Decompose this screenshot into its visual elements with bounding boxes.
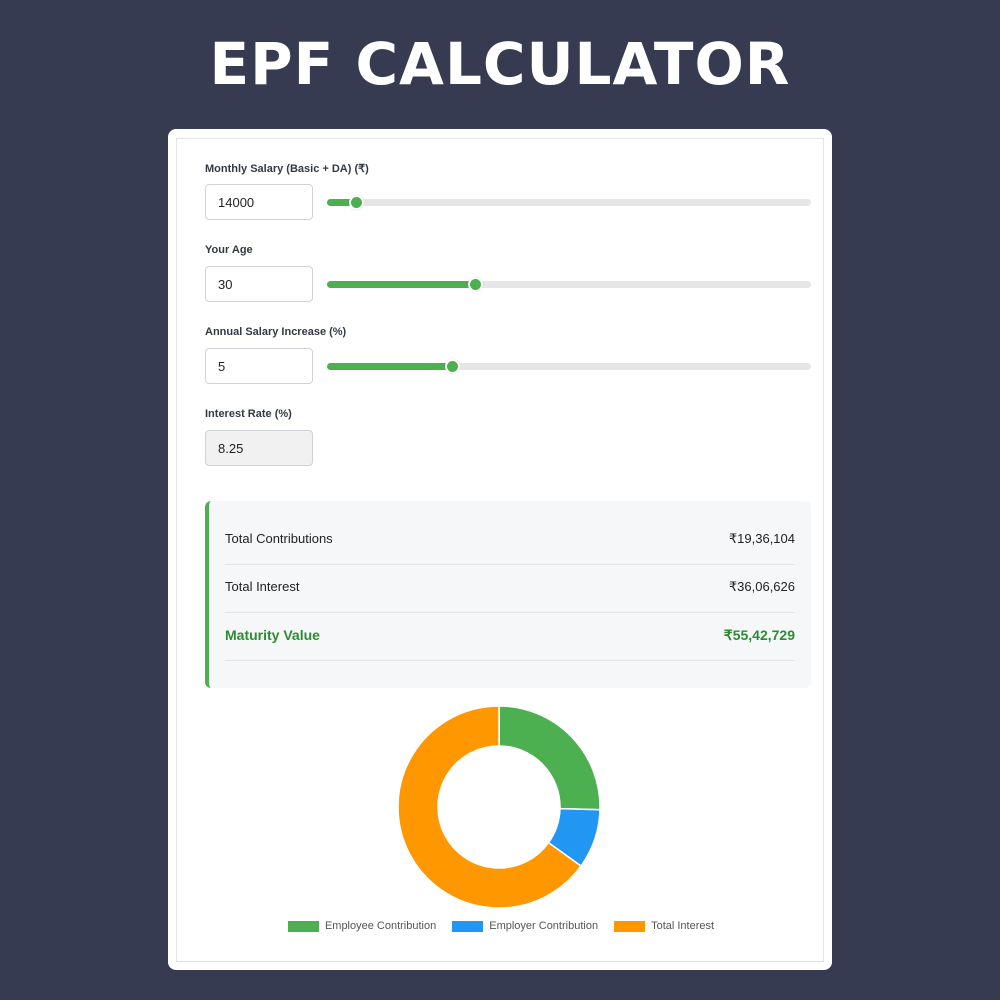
total-interest-row: Total Interest ₹36,06,626 [225,565,795,613]
salary-slider-thumb[interactable] [349,195,365,210]
legend-item-employer-contribution[interactable]: Employer Contribution [452,920,598,932]
page-title: EPF CALCULATOR [209,30,791,98]
total-interest-label: Total Interest [225,579,300,594]
calculator-card: Monthly Salary (Basic + DA) (₹) Your Age… [168,129,832,970]
salary-slider[interactable] [327,195,811,210]
age-slider[interactable] [327,277,811,292]
salary-increase-input[interactable] [205,348,313,384]
total-contributions-label: Total Contributions [225,531,333,546]
interest-rate-label: Interest Rate (%) [205,408,292,420]
chart-legend: Employee Contribution Employer Contributi… [177,920,825,932]
legend-swatch [614,920,646,932]
salary-slider-fill [327,199,357,206]
salary-increase-label: Annual Salary Increase (%) [205,326,347,338]
salary-increase-slider[interactable] [327,359,811,374]
legend-label: Employee Contribution [324,920,437,932]
maturity-value-label: Maturity Value [225,627,320,643]
interest-rate-input [205,430,313,466]
maturity-value-row: Maturity Value ₹55,42,729 [225,613,795,661]
total-interest-value: ₹36,06,626 [728,579,795,594]
maturity-value-amount: ₹55,42,729 [723,627,795,643]
salary-label: Monthly Salary (Basic + DA) (₹) [205,163,369,175]
age-slider-fill [327,281,475,288]
donut-slice-total-interest[interactable] [397,705,583,909]
total-contributions-value: ₹19,36,104 [728,531,795,546]
legend-swatch [452,920,484,932]
donut-chart [397,705,601,909]
age-slider-thumb[interactable] [467,277,483,292]
total-contributions-row: Total Contributions ₹19,36,104 [225,517,795,565]
salary-increase-slider-thumb[interactable] [444,359,460,374]
age-label: Your Age [205,244,253,256]
donut-slice-employee-contribution[interactable] [498,705,601,811]
calculator-panel: Monthly Salary (Basic + DA) (₹) Your Age… [176,138,824,962]
legend-swatch [287,920,319,932]
legend-label: Employer Contribution [489,920,599,932]
salary-input[interactable] [205,184,313,220]
salary-increase-slider-fill [327,363,452,370]
legend-item-total-interest[interactable]: Total Interest [614,920,714,932]
chart-area: Employee Contribution Employer Contributi… [177,702,825,972]
legend-item-employee-contribution[interactable]: Employee Contribution [287,920,437,932]
legend-label: Total Interest [651,920,715,932]
results-panel: Total Contributions ₹19,36,104 Total Int… [205,501,811,688]
age-input[interactable] [205,266,313,302]
